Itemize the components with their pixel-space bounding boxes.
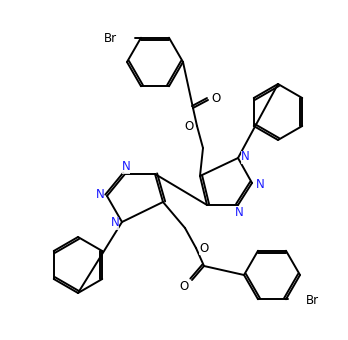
Text: O: O [199, 241, 208, 255]
Text: N: N [256, 177, 264, 190]
Text: N: N [96, 188, 104, 202]
Text: Br: Br [104, 32, 117, 45]
Text: O: O [179, 280, 189, 293]
Text: N: N [121, 160, 130, 173]
Text: O: O [184, 119, 193, 133]
Text: N: N [235, 206, 243, 220]
Text: O: O [211, 92, 221, 105]
Text: Br: Br [306, 294, 319, 307]
Text: N: N [111, 217, 119, 230]
Text: N: N [240, 151, 250, 164]
